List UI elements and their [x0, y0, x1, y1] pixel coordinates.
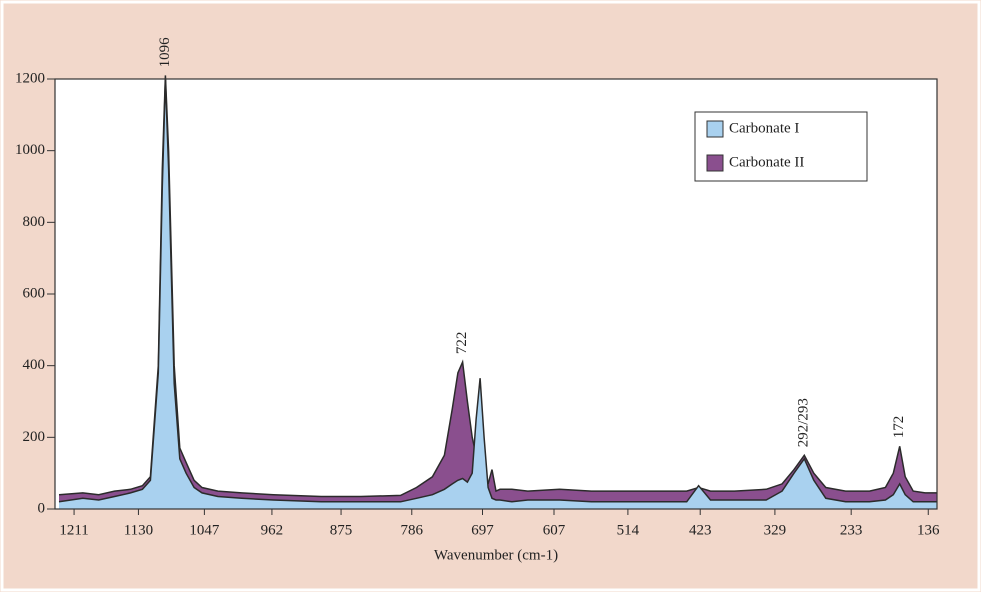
y-tick-label: 200	[23, 429, 46, 445]
x-tick-label: 1211	[59, 522, 88, 538]
legend-swatch	[706, 120, 724, 138]
y-tick-label: 1000	[15, 142, 45, 158]
x-tick-label: 514	[617, 522, 640, 538]
peak-label: 292/293	[796, 398, 812, 447]
x-tick-label: 875	[330, 522, 353, 538]
y-tick-label: 0	[38, 500, 46, 516]
legend-box	[694, 111, 868, 182]
legend-label: Carbonate I	[729, 120, 799, 136]
y-tick-label: 400	[23, 357, 46, 373]
legend-label: Carbonate II	[729, 154, 804, 170]
x-tick-label: 423	[689, 522, 712, 538]
x-tick-label: 1047	[189, 522, 220, 538]
x-tick-label: 786	[401, 522, 424, 538]
peak-label: 722	[454, 332, 470, 355]
peak-label: 1096	[157, 37, 173, 68]
legend-swatch	[706, 154, 724, 172]
x-tick-label: 607	[543, 522, 566, 538]
y-tick-label: 1200	[15, 70, 45, 86]
y-tick-label: 800	[23, 214, 46, 230]
x-tick-label: 962	[261, 522, 284, 538]
x-axis-label: Wavenumber (cm-1)	[434, 547, 558, 563]
x-tick-label: 697	[471, 522, 494, 538]
x-tick-label: 136	[917, 522, 940, 538]
x-tick-label: 1130	[124, 522, 153, 538]
area-outline	[58, 78, 937, 503]
x-tick-label: 329	[764, 522, 787, 538]
y-tick-label: 600	[23, 285, 46, 301]
marks	[58, 75, 937, 510]
peak-label: 172	[891, 416, 907, 439]
x-tick-label: 233	[840, 522, 863, 538]
